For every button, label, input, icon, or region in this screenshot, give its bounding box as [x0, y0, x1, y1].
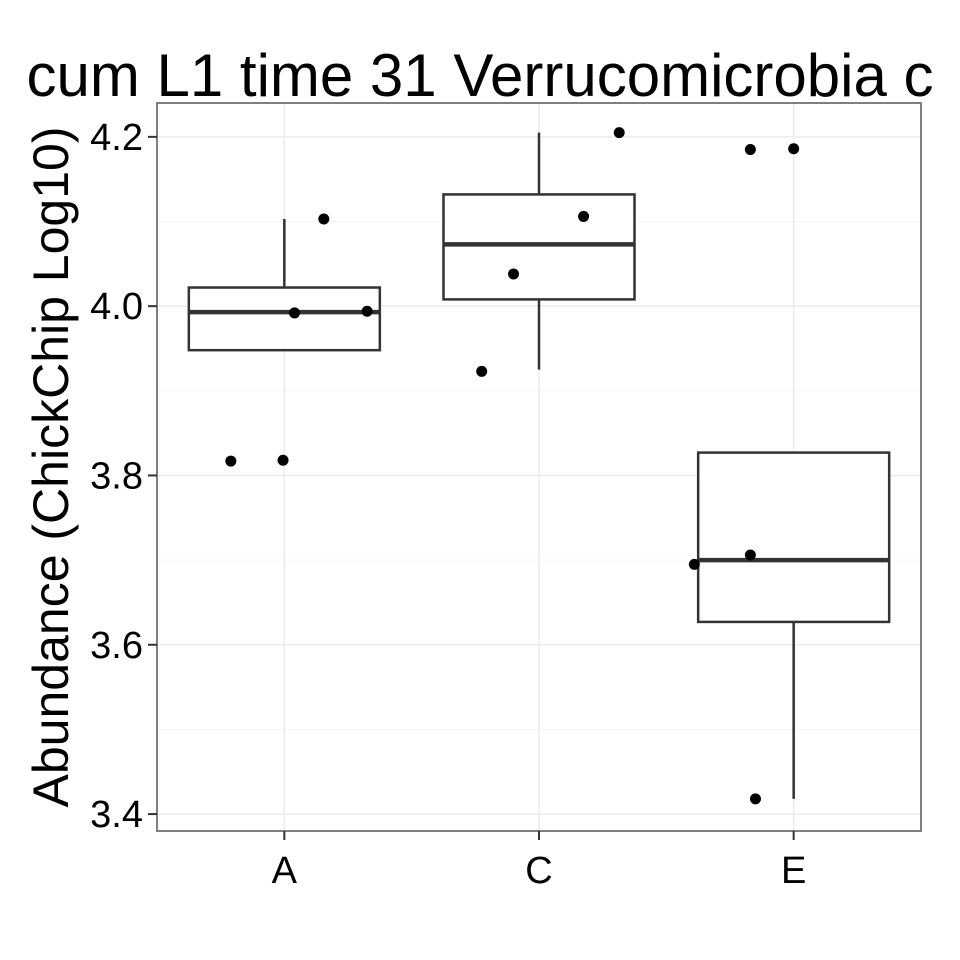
y-tick-label: 3.4 — [90, 794, 143, 836]
box-A — [187, 218, 382, 352]
data-point-E — [688, 558, 700, 570]
data-point-E — [744, 549, 756, 561]
data-point-E — [749, 793, 761, 805]
data-point-C — [578, 210, 590, 222]
box-E — [696, 451, 891, 799]
data-point-C — [613, 127, 625, 139]
y-axis: 3.4 3.6 3.8 4.0 4.2 — [90, 117, 157, 836]
plot-area — [156, 102, 922, 832]
data-points — [225, 127, 800, 805]
y-tick-label: 3.6 — [90, 625, 143, 667]
iqr-box — [696, 451, 891, 624]
box-C — [442, 132, 636, 370]
x-tick-label: C — [525, 850, 552, 892]
y-tick-label: 3.8 — [90, 455, 143, 497]
y-tick-label: 4.0 — [90, 286, 143, 328]
data-point-C — [508, 268, 520, 280]
data-point-A — [225, 455, 237, 467]
boxes — [187, 132, 891, 799]
data-point-A — [318, 213, 330, 225]
x-tick-label: A — [272, 850, 298, 892]
data-point-E — [788, 143, 800, 155]
y-tick-label: 4.2 — [90, 117, 143, 159]
y-axis-label: Abundance (ChickChip Log10) — [23, 127, 79, 808]
data-point-A — [277, 454, 289, 466]
chart-title: cum L1 time 31 Verrucomicrobia c — [26, 42, 933, 109]
data-point-A — [361, 305, 373, 317]
data-point-A — [289, 307, 301, 319]
x-tick-label: E — [781, 850, 806, 892]
iqr-box — [442, 193, 636, 301]
data-point-E — [744, 144, 756, 156]
data-point-C — [476, 365, 488, 377]
iqr-box — [187, 286, 382, 352]
